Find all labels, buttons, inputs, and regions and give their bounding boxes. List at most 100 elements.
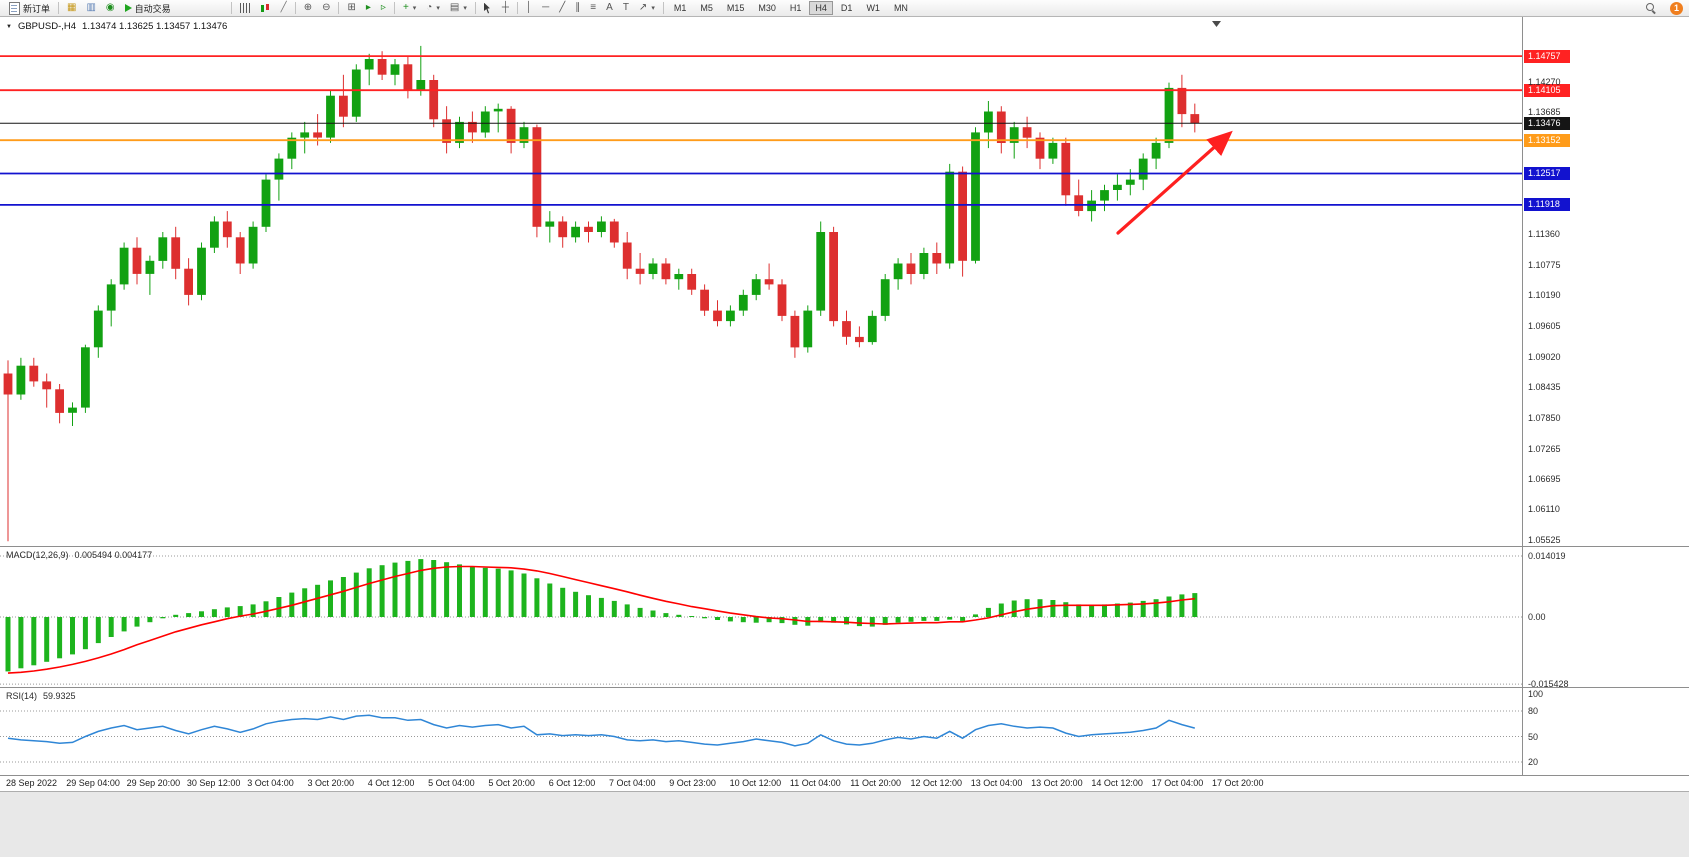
time-axis-label: 11 Oct 04:00 (789, 778, 841, 788)
zoom-out-button[interactable]: ⊖ (318, 1, 334, 16)
new-chart-button[interactable]: ▦ (63, 1, 80, 16)
main-candlestick-chart[interactable] (0, 17, 1522, 546)
chart-symbol-timeframe: GBPUSD-,H4 (17, 21, 77, 32)
notification-badge[interactable]: 1 (1670, 1, 1683, 15)
clock-icon: ◔ (426, 2, 433, 13)
bar-chart-button[interactable] (236, 1, 254, 16)
timeframe-m30[interactable]: M30 (752, 1, 782, 15)
time-axis-label: 3 Oct 20:00 (307, 778, 355, 788)
horizontal-line-icon: ─ (542, 2, 550, 13)
vertical-line-button[interactable]: │ (522, 1, 536, 16)
macd-indicator-panel[interactable] (0, 547, 1522, 688)
timeframe-m5[interactable]: M5 (694, 1, 719, 15)
search-icon (1646, 2, 1657, 14)
time-axis-label: 12 Oct 12:00 (910, 778, 963, 788)
price-axis-tick: 1.14270 (1528, 76, 1561, 87)
trendline-button[interactable]: ╱ (555, 1, 569, 16)
indicators-button[interactable]: + ▾ (399, 1, 420, 16)
horizontal-line-button[interactable]: ─ (538, 1, 553, 16)
chart-shift-button[interactable]: ▹ (377, 1, 390, 16)
line-chart-button[interactable]: ╱ (277, 1, 291, 16)
chevron-down-icon: ▾ (436, 5, 440, 12)
price-axis-tick: 1.07265 (1528, 443, 1561, 454)
timeframe-mn[interactable]: MN (888, 1, 914, 15)
profiles-button[interactable]: ▥ (82, 1, 99, 16)
price-level-tag-resistance: 1.14105 (1524, 83, 1570, 97)
tile-windows-icon: ⊞ (347, 2, 356, 13)
arrows-button[interactable]: ↗ ▾ (635, 1, 659, 16)
fibonacci-button[interactable]: ≡ (586, 1, 600, 16)
new-order-icon (9, 1, 20, 15)
line-chart-icon: ╱ (280, 2, 287, 13)
price-axis-tick: 1.07850 (1528, 413, 1561, 424)
rsi-indicator-panel[interactable] (0, 689, 1522, 775)
label-button[interactable]: T (619, 1, 633, 16)
channel-button[interactable]: ∥ (571, 1, 584, 16)
panel-splitter[interactable] (0, 687, 1689, 688)
auto-scroll-icon: ▸ (365, 2, 371, 13)
price-axis-tick: 1.09605 (1528, 321, 1561, 332)
time-axis-label: 13 Oct 20:00 (1031, 778, 1083, 788)
toolbar-separator (58, 2, 60, 14)
time-axis-label: 5 Oct 20:00 (488, 778, 535, 788)
text-button[interactable]: A (602, 1, 617, 16)
time-axis[interactable]: 28 Sep 2022 29 Sep 04:00 29 Sep 20:00 30 Se… (0, 776, 1522, 791)
template-icon: ▤ (449, 2, 460, 13)
periods-button[interactable]: ◔ ▾ (422, 1, 444, 16)
timeframe-h4[interactable]: H4 (809, 1, 833, 15)
timeframe-d1[interactable]: D1 (835, 1, 859, 15)
macd-axis-tick: -0.015428 (1528, 679, 1569, 690)
window-background-strip (0, 791, 1689, 857)
time-axis-label: 7 Oct 04:00 (609, 778, 656, 788)
price-levels-layer (0, 55, 1522, 206)
trend-arrow-annotation (1116, 130, 1233, 235)
toolbar-separator (516, 2, 518, 14)
templates-button[interactable]: ▤ ▾ (446, 1, 471, 16)
time-axis-label: 6 Oct 12:00 (548, 778, 596, 788)
candlestick-chart-icon (260, 3, 271, 14)
panel-splitter[interactable] (0, 546, 1689, 547)
auto-trading-button[interactable]: 自动交易 (121, 1, 175, 16)
timeframe-m15[interactable]: M15 (721, 1, 751, 15)
crosshair-icon: ┼ (501, 2, 509, 13)
toolbar-right-group: 1 (1641, 1, 1685, 16)
macd-header: MACD(12,26,9) 0.005494 0.004177 (6, 550, 152, 560)
chart-shift-icon: ▹ (380, 2, 386, 13)
candlestick-chart-button[interactable] (256, 1, 275, 16)
chevron-down-icon: ▾ (412, 5, 417, 12)
toolbar-separator (393, 2, 395, 14)
toolbar-separator (474, 2, 476, 14)
timeframe-toolbar: M1 M5 M15 M30 H1 H4 D1 W1 MN (667, 1, 915, 15)
price-level-tag-pivot: 1.13152 (1524, 133, 1570, 147)
tile-windows-button[interactable]: ⊞ (343, 1, 359, 16)
time-axis-label: 29 Sep 04:00 (66, 778, 120, 788)
timeframe-h1[interactable]: H1 (784, 1, 808, 15)
price-level-tag-support: 1.11918 (1524, 198, 1570, 212)
zoom-in-button[interactable]: ⊕ (300, 1, 316, 16)
price-axis-border (1522, 17, 1523, 776)
chart-shift-marker (1212, 21, 1221, 27)
price-axis-tick: 1.10190 (1528, 290, 1561, 301)
macd-axis-tick: 0.00 (1528, 612, 1546, 622)
new-order-button[interactable]: 新订单 (5, 1, 54, 16)
toolbar-separator (230, 2, 232, 14)
indicators-icon: + (402, 2, 409, 13)
auto-scroll-button[interactable]: ▸ (362, 1, 375, 16)
time-axis-label: 4 Oct 12:00 (367, 778, 415, 788)
price-axis[interactable]: 1.14757 1.14105 1.13476 1.13152 1.12517 1.119… (1523, 0, 1689, 792)
cursor-button[interactable] (480, 1, 496, 16)
price-axis-tick: 1.11360 (1528, 229, 1560, 240)
cursor-icon (483, 2, 490, 14)
toolbar: 新订单 ▦ ▥ ◉ 自动交易 ╱ ⊕ ⊖ ⊞ ▸ ▹ + ▾ ◔ ▾ ▤ ▾ ┼ │ … (0, 0, 1689, 17)
time-axis-label: 9 Oct 23:00 (669, 778, 716, 788)
timeframe-w1[interactable]: W1 (860, 1, 886, 15)
price-axis-tick: 1.10775 (1528, 259, 1561, 270)
one-click-trading-icon[interactable]: ▼ (6, 23, 12, 30)
arrow-tool-icon: ↗ (638, 2, 648, 13)
zoom-in-icon: ⊕ (303, 2, 313, 13)
time-axis-label: 13 Oct 04:00 (970, 778, 1023, 788)
search-button[interactable] (1642, 1, 1661, 16)
timeframe-m1[interactable]: M1 (668, 1, 693, 15)
crosshair-button[interactable]: ┼ (498, 1, 513, 16)
sound-button[interactable]: ◉ (102, 1, 119, 16)
